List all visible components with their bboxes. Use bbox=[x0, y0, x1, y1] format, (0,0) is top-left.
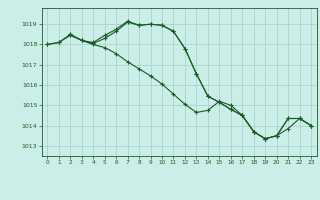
Text: Graphe pression niveau de la mer (hPa): Graphe pression niveau de la mer (hPa) bbox=[65, 184, 255, 193]
